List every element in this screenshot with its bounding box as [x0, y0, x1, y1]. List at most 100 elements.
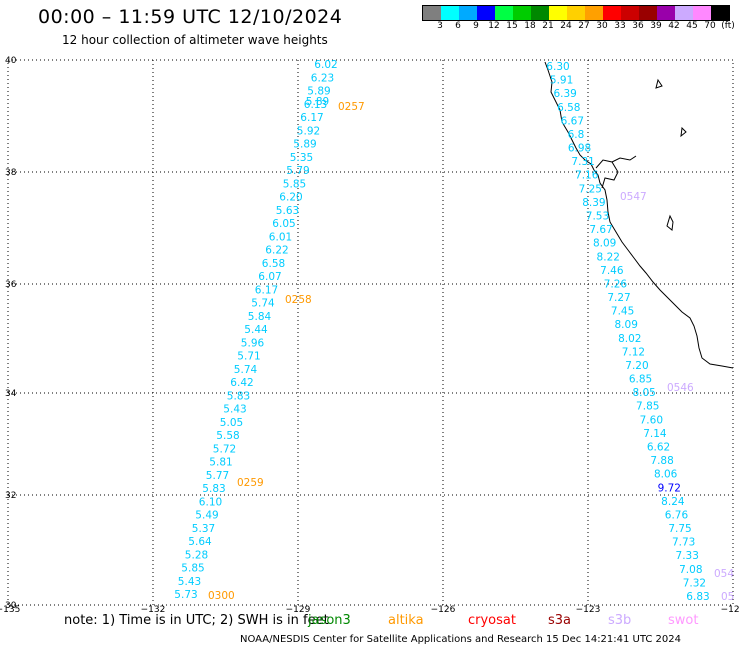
satellite-legend-altika: altika: [388, 613, 424, 628]
wave-height-label: 6.22: [265, 245, 288, 257]
lon-tick-label: −129: [286, 605, 311, 615]
colorbar-label: 39: [650, 21, 662, 31]
lon-tick-label: −123: [576, 605, 601, 615]
wave-height-label: 6.67: [561, 115, 584, 127]
colorbar-label: 36: [632, 21, 644, 31]
wave-height-label: 5.72: [213, 443, 236, 455]
inland-lake: [680, 126, 687, 138]
wave-height-label: 5.84: [248, 311, 272, 323]
coastline: [544, 61, 734, 369]
wave-height-label: 5.85: [283, 178, 306, 190]
credit-line: NOAA/NESDIS Center for Satellite Applica…: [240, 634, 682, 645]
wave-height-label: 8.24: [661, 496, 685, 508]
lon-tick-label: −120: [721, 605, 740, 615]
colorbar-swatch-3: [477, 6, 495, 20]
wave-height-label: 6.02: [314, 59, 337, 71]
wave-height-label: 5.63: [276, 205, 299, 217]
wave-height-label: 5.83: [202, 483, 225, 495]
colorbar-swatch-5: [513, 6, 531, 20]
wave-height-label: 7.53: [586, 210, 609, 222]
wave-height-label: 7.33: [676, 550, 699, 562]
pass-time-label: 0258: [285, 294, 312, 306]
wave-height-label: 6.98: [568, 143, 591, 155]
pass-time-label: 0259: [237, 477, 264, 489]
wave-height-label: 7.12: [622, 346, 645, 358]
satellite-legend-s3b: s3b: [608, 613, 632, 628]
wave-height-label: 5.71: [237, 351, 260, 363]
wave-height-label: 7.08: [679, 564, 702, 576]
wave-height-label: 5.49: [195, 510, 218, 522]
satellite-legend-jason3: jason3: [308, 613, 351, 628]
satellite-legend-cryosat: cryosat: [468, 613, 516, 628]
wave-height-label: 8.06: [654, 469, 678, 481]
wave-height-label: 7.32: [683, 577, 706, 589]
colorbar-swatch-10: [603, 6, 621, 20]
wave-height-label: 7.31: [571, 156, 594, 168]
lat-tick-label: 32: [5, 491, 16, 501]
colorbar-labels: 3 6 9 12 15 18 21 24 27 30 33 36 39 42 45 70 (ft): [422, 21, 735, 33]
pass-time-label: 0257: [338, 101, 365, 113]
wave-height-label: 5.35: [290, 152, 313, 164]
colorbar-label: 12: [488, 21, 500, 31]
wave-height-label: 8.05: [632, 387, 655, 399]
delta-inlet: [611, 155, 637, 163]
colorbar-swatch-12: [639, 6, 657, 20]
wave-height-label: 6.76: [665, 509, 689, 521]
wave-height-label: 5.81: [209, 457, 232, 469]
wave-height-label: 5.91: [550, 75, 573, 87]
page-title: 00:00 – 11:59 UTC 12/10/2024: [38, 6, 343, 28]
wave-height-label: 5.77: [206, 470, 229, 482]
wave-height-label: 5.83: [227, 390, 250, 402]
pass-time-label: 05: [721, 591, 734, 603]
wave-height-label: 6.39: [553, 88, 576, 100]
wave-height-label: 8.39: [582, 197, 605, 209]
map-frame: [7, 59, 734, 606]
wave-height-label: 6.17: [255, 284, 278, 296]
wave-height-label: 5.05: [220, 417, 243, 429]
wave-height-label: 7.45: [611, 306, 634, 318]
wave-height-label: 8.22: [597, 251, 620, 263]
wave-height-label: 6.62: [647, 442, 670, 454]
wave-height-label: 7.27: [607, 292, 630, 304]
lon-tick-label: −135: [0, 605, 20, 615]
colorbar-swatch-14: [675, 6, 693, 20]
wave-height-label: 6.8: [568, 129, 585, 141]
note-text: note: 1) Time is in UTC; 2) SWH is in fe…: [64, 613, 329, 628]
lat-tick-label: 34: [5, 389, 17, 399]
wave-height-label: 5.92: [297, 125, 320, 137]
lat-tick-label: 40: [5, 56, 17, 66]
colorbar-swatch-16: [711, 6, 729, 20]
wave-height-label: 8.09: [615, 319, 638, 331]
wave-height-label: 6.23: [311, 72, 334, 84]
wave-height-label: 6.85: [629, 374, 652, 386]
wave-height-label: 6.17: [300, 112, 323, 124]
colorbar-label: 15: [506, 21, 518, 31]
lat-tick-label: 30: [5, 601, 17, 611]
colorbar-label: (ft): [721, 21, 735, 31]
footer-note: note: 1) Time is in UTC; 2) SWH is in fe…: [64, 613, 329, 628]
wave-height-label: 7.25: [579, 183, 602, 195]
wave-height-label: 5.79: [286, 165, 309, 177]
colorbar-label: 9: [473, 21, 479, 31]
wave-height-label: 8.02: [618, 333, 641, 345]
wave-height-label: 5.64: [188, 536, 212, 548]
wave-height-label: 5.74: [251, 298, 275, 310]
wave-height-label: 7.16: [575, 170, 599, 182]
wave-height-label: 7.60: [640, 414, 663, 426]
pass-time-label: 0300: [208, 590, 235, 602]
east-satellite-track: 6.30 5.916.39 6.586.67 6.8 6.987.31 7.167.25 8…: [546, 61, 734, 603]
san-francisco-bay: [595, 159, 619, 189]
colorbar-legend: [422, 5, 730, 21]
colorbar-swatch-6: [531, 6, 549, 20]
colorbar-label: 30: [596, 21, 608, 31]
wave-height-label: 7.46: [600, 265, 624, 277]
axis-labels: −135 −132 −129 −126 −123 −120 40 38 36 34 32 30: [0, 56, 740, 615]
colorbar-swatch-4: [495, 6, 513, 20]
pass-time-label: 054: [714, 568, 734, 580]
wave-height-label: 5.89: [307, 86, 330, 98]
colorbar-label: 6: [455, 21, 461, 31]
lat-tick-label: 38: [5, 168, 17, 178]
wave-height-label: 5.73: [174, 589, 197, 601]
wave-height-label: 5.89: [293, 139, 316, 151]
colorbar-swatch-0: [423, 6, 441, 20]
